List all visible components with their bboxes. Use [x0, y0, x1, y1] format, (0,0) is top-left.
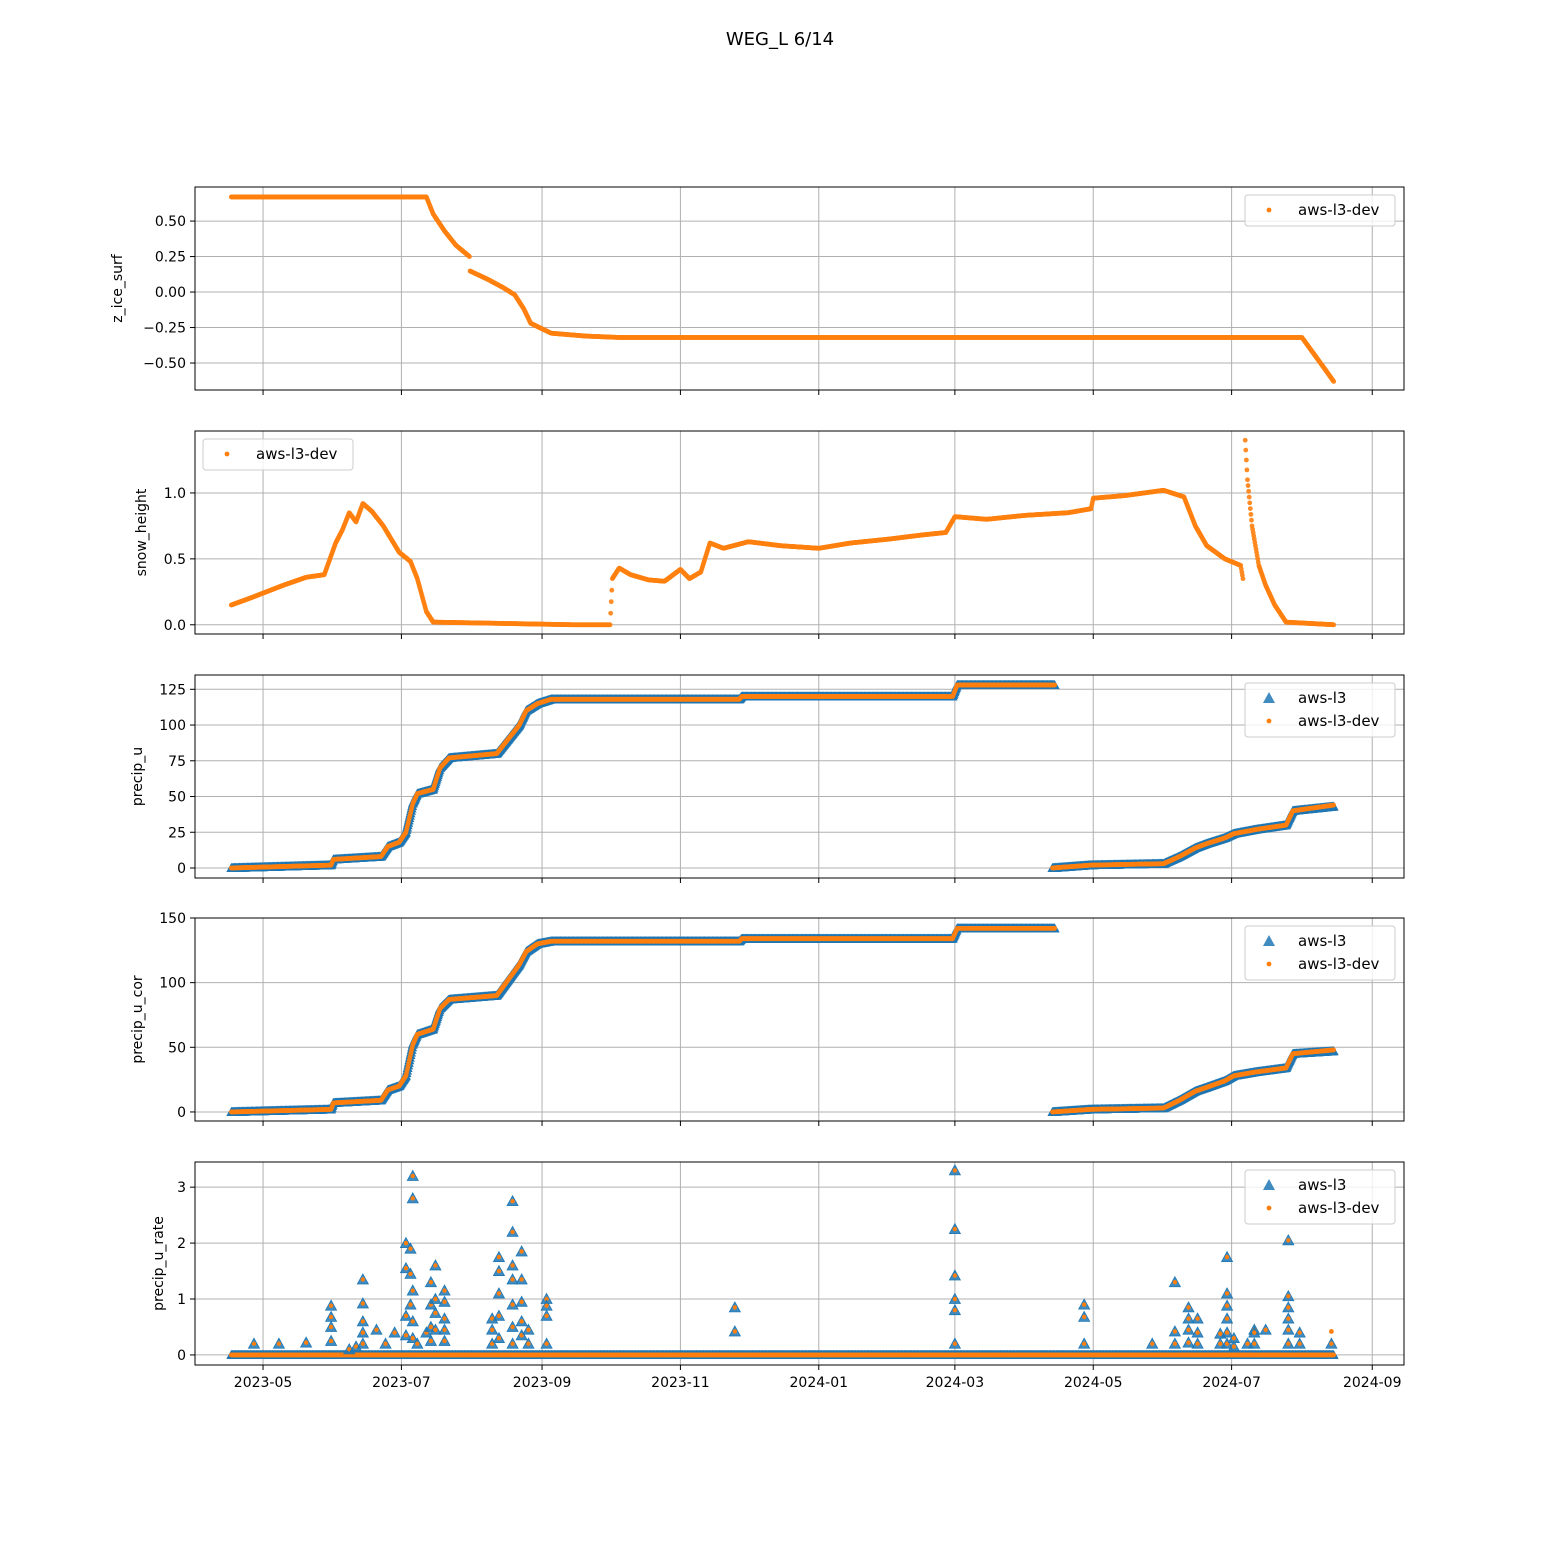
subplot-snow-height: 1.0 0.5 0.0 snow_height aws-l3-dev — [134, 430, 1405, 639]
aws-l3-dev-marker — [608, 610, 614, 616]
axes-frame — [194, 430, 1405, 635]
y-tick-label: −0.25 — [143, 321, 186, 337]
aws-l3-dev-marker — [1331, 622, 1337, 628]
legend-label: aws-l3-dev — [256, 445, 338, 463]
legend-marker-dot — [224, 451, 230, 457]
aws-l3-dev-marker — [609, 587, 615, 593]
aws-l3-dev-marker — [1243, 457, 1249, 463]
legend-marker-dot — [1266, 207, 1272, 213]
aws-l3-dev-marker — [607, 622, 613, 628]
gridlines — [195, 675, 1404, 878]
aws-l3-dev-marker — [1244, 467, 1250, 473]
aws-l3-dev-marker — [1247, 506, 1253, 512]
aws-l3-dev-marker — [1249, 517, 1254, 523]
aws-l3-dev-marker — [1243, 447, 1249, 453]
y-axis-label: snow_height — [134, 488, 150, 576]
subplot-z-ice-surf: 0.50 0.25 0.00 −0.25 −0.50 z_ice_surf aws-l3-d… — [110, 186, 1405, 395]
y-tick-label: 0.50 — [155, 214, 186, 230]
axes-frame — [194, 186, 1405, 391]
legend-box — [202, 438, 354, 471]
aws-l3-dev-marker — [1240, 576, 1246, 582]
y-tick-label: 0.0 — [164, 618, 186, 634]
gridlines — [195, 187, 1404, 390]
aws-l3-dev-marker — [1248, 511, 1254, 517]
subplots: 0.50 0.25 0.00 −0.25 −0.50 z_ice_surf aws-l3-d… — [110, 186, 1405, 1391]
legend: aws-l3-dev — [202, 438, 354, 471]
aws-l3-dev-marker — [1245, 477, 1250, 483]
y-tick-label: 0.25 — [155, 250, 186, 266]
legend-label: aws-l3-dev — [1298, 201, 1380, 219]
plot-area — [226, 680, 1339, 872]
y-tick-label: 0.5 — [164, 552, 186, 568]
legend: aws-l3-dev — [1244, 194, 1396, 227]
y-tick-label: 0.00 — [155, 285, 186, 301]
aws-l3-dev-marker — [608, 599, 614, 605]
gridlines — [195, 431, 1404, 634]
aws-l3-dev-marker — [1331, 379, 1337, 384]
figure-title: WEG_L 6/14 — [726, 29, 834, 50]
y-tick-label: −0.50 — [143, 356, 186, 372]
legend-box — [1244, 194, 1396, 227]
aws-l3-dev-marker — [1246, 488, 1252, 494]
plot-area — [228, 194, 1337, 384]
aws-l3-dev-marker — [1242, 437, 1248, 443]
y-tick-label: 1.0 — [164, 486, 186, 502]
aws-l3-dev-marker — [467, 254, 472, 259]
aws-l3-dev-marker — [1246, 494, 1252, 500]
plot-area — [228, 437, 1337, 628]
y-axis-label: z_ice_surf — [110, 253, 126, 322]
aws-l3-dev-marker — [1247, 500, 1253, 506]
aws-l3-dev-marker — [1245, 483, 1251, 488]
